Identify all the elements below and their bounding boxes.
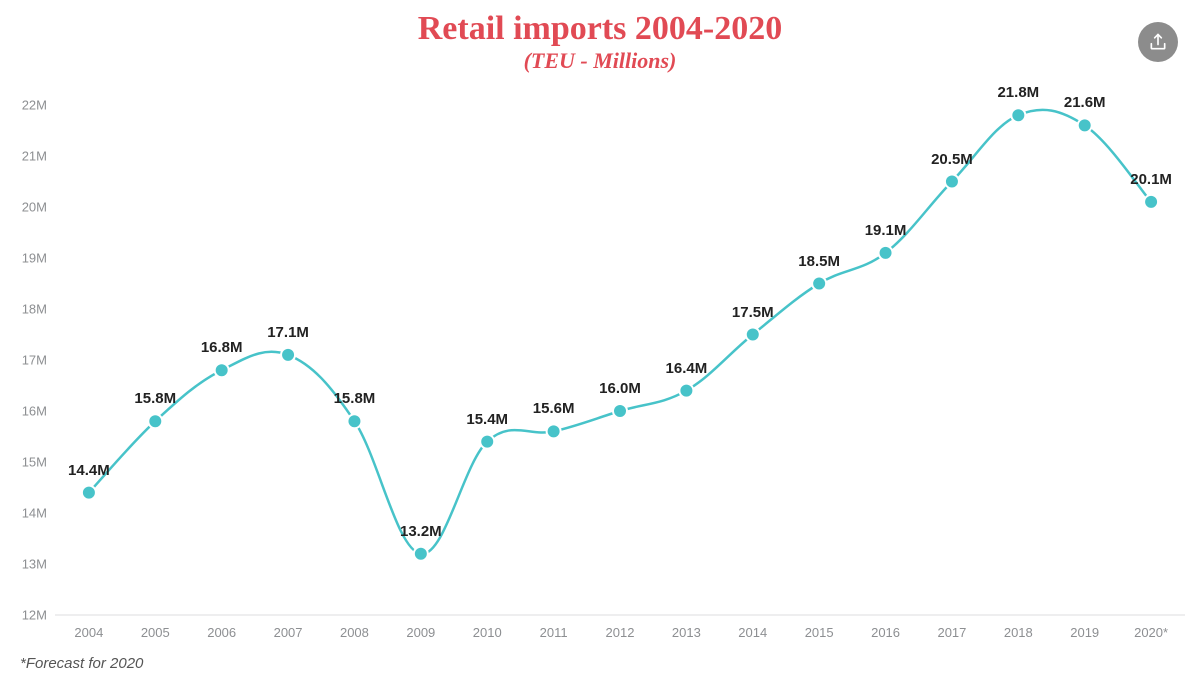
x-axis-tick-label: 2012 xyxy=(606,615,635,640)
x-axis-tick-label: 2015 xyxy=(805,615,834,640)
data-point-label: 20.5M xyxy=(931,151,973,168)
data-point-label: 19.1M xyxy=(865,222,907,239)
x-axis-tick-label: 2008 xyxy=(340,615,369,640)
y-axis-tick-label: 20M xyxy=(22,200,55,215)
data-point-label: 16.4M xyxy=(666,360,708,377)
y-axis-tick-label: 17M xyxy=(22,353,55,368)
y-axis-tick-label: 15M xyxy=(22,455,55,470)
data-point-label: 16.8M xyxy=(201,339,243,356)
y-axis-tick-label: 14M xyxy=(22,506,55,521)
y-axis-tick-label: 12M xyxy=(22,608,55,623)
x-axis-tick-label: 2020* xyxy=(1134,615,1168,640)
chart-title: Retail imports 2004-2020 xyxy=(0,0,1200,48)
data-point-label: 15.4M xyxy=(466,411,508,428)
y-axis-tick-label: 19M xyxy=(22,251,55,266)
y-axis-tick-label: 18M xyxy=(22,302,55,317)
plot-area: 12M13M14M15M16M17M18M19M20M21M22M2004200… xyxy=(55,105,1185,615)
data-point-label: 21.6M xyxy=(1064,94,1106,111)
data-point-label: 18.5M xyxy=(798,253,840,270)
y-axis-tick-label: 16M xyxy=(22,404,55,419)
x-axis-tick-label: 2018 xyxy=(1004,615,1033,640)
data-point-label: 21.8M xyxy=(997,84,1039,101)
footnote: *Forecast for 2020 xyxy=(20,655,143,672)
data-point-label: 17.5M xyxy=(732,304,774,321)
chart-subtitle: (TEU - Millions) xyxy=(0,48,1200,74)
data-point-label: 17.1M xyxy=(267,324,309,341)
x-axis-tick-label: 2006 xyxy=(207,615,236,640)
data-point-label: 20.1M xyxy=(1130,171,1172,188)
data-point-label: 13.2M xyxy=(400,523,442,540)
x-axis-tick-label: 2014 xyxy=(738,615,767,640)
x-axis-tick-label: 2007 xyxy=(274,615,303,640)
data-point-label: 15.8M xyxy=(134,390,176,407)
x-axis-tick-label: 2011 xyxy=(540,615,568,640)
data-point-label: 16.0M xyxy=(599,380,641,397)
x-axis-tick-label: 2009 xyxy=(406,615,435,640)
x-axis-tick-label: 2017 xyxy=(937,615,966,640)
y-axis-tick-label: 21M xyxy=(22,149,55,164)
x-axis-tick-label: 2005 xyxy=(141,615,170,640)
share-icon xyxy=(1148,32,1168,52)
x-axis-tick-label: 2004 xyxy=(74,615,103,640)
share-button[interactable] xyxy=(1138,22,1178,62)
x-axis-tick-label: 2019 xyxy=(1070,615,1099,640)
y-axis-tick-label: 22M xyxy=(22,98,55,113)
x-axis-tick-label: 2013 xyxy=(672,615,701,640)
data-point-label: 15.8M xyxy=(334,390,376,407)
data-point-label: 15.6M xyxy=(533,400,575,417)
x-axis-tick-label: 2010 xyxy=(473,615,502,640)
data-point-label: 14.4M xyxy=(68,462,110,479)
line-chart-svg xyxy=(55,105,1185,615)
chart-container: Retail imports 2004-2020 (TEU - Millions… xyxy=(0,0,1200,689)
x-axis-tick-label: 2016 xyxy=(871,615,900,640)
y-axis-tick-label: 13M xyxy=(22,557,55,572)
